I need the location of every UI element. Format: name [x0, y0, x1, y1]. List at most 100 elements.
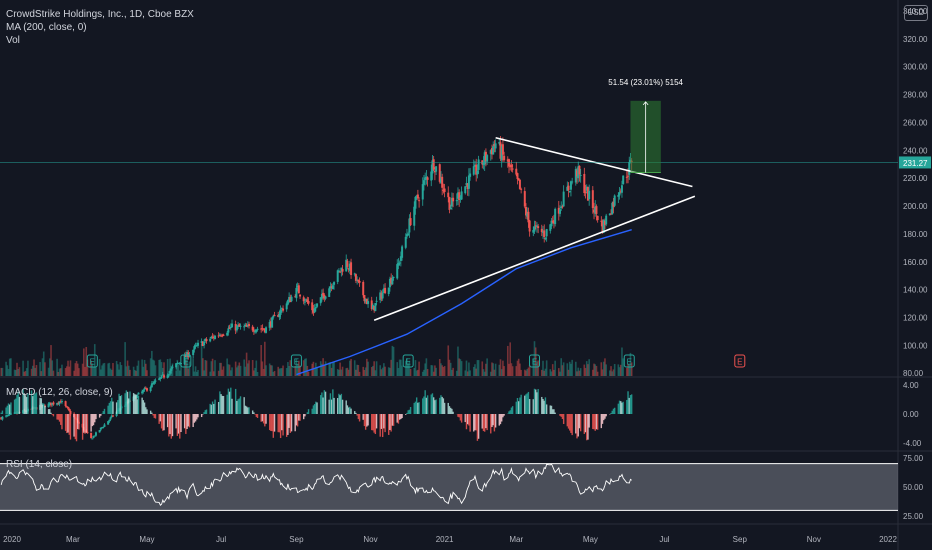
macd-histogram-bar: [466, 414, 469, 425]
macd-histogram-bar: [560, 414, 562, 417]
candle-body: [585, 186, 588, 191]
volume-bar: [346, 367, 349, 376]
macd-histogram-bar: [357, 414, 360, 420]
macd-histogram-bar: [15, 398, 17, 414]
volume-bar: [294, 365, 296, 376]
macd-histogram-bar: [481, 414, 483, 429]
currency-button[interactable]: USD: [904, 5, 928, 21]
candle-body: [282, 308, 285, 311]
volume-bar: [619, 364, 622, 376]
earnings-marker-text: E: [183, 358, 188, 367]
volume-bar: [576, 371, 578, 376]
candle-body: [381, 292, 384, 299]
candle-body: [422, 180, 425, 185]
macd-label[interactable]: MACD (12, 26, close, 9): [6, 387, 113, 398]
macd-histogram-bar: [417, 402, 419, 414]
candle-body: [388, 278, 391, 288]
price-tick-label: 340.00: [903, 7, 928, 16]
candle-body: [203, 341, 206, 346]
volume-bar: [125, 366, 128, 376]
macd-histogram-bar: [74, 414, 77, 440]
volume-bar: [185, 360, 187, 376]
volume-bar: [255, 360, 258, 376]
rsi-label[interactable]: RSI (14, close): [6, 459, 73, 470]
volume-bar: [618, 367, 621, 376]
macd-histogram-bar: [577, 414, 579, 437]
macd-histogram-bar: [312, 405, 315, 414]
volume-bar: [50, 345, 52, 376]
macd-histogram-bar: [205, 409, 208, 414]
volume-bar: [329, 362, 332, 376]
macd-histogram-bar: [10, 402, 12, 414]
symbol-title[interactable]: CrowdStrike Holdings, Inc., 1D, Cboe BZX: [6, 9, 194, 20]
macd-histogram-bar: [483, 414, 486, 432]
macd-histogram-bar: [578, 414, 581, 429]
rsi-band: [0, 463, 898, 511]
volume-bar: [516, 360, 519, 376]
macd-histogram-bar: [236, 400, 238, 414]
candle-body: [447, 192, 450, 198]
candle-body: [262, 328, 265, 330]
candle-body: [489, 150, 492, 154]
candle-body: [356, 279, 359, 281]
volume-bar: [91, 363, 94, 376]
volume-bar: [210, 361, 213, 376]
candle-body: [373, 306, 376, 311]
macd-histogram-bar: [485, 414, 487, 429]
volume-bar: [472, 366, 475, 376]
candle-body: [583, 173, 586, 194]
ma-legend-label[interactable]: MA (200, close, 0): [6, 22, 87, 33]
volume-bar: [33, 359, 35, 376]
macd-histogram-bar: [16, 394, 18, 414]
macd-histogram-bar: [510, 407, 513, 414]
macd-histogram-bar: [537, 389, 539, 414]
volume-bar: [357, 365, 360, 376]
macd-histogram-bar: [600, 414, 603, 429]
volume-bar: [622, 358, 624, 376]
macd-histogram-bar: [464, 414, 466, 423]
volume-bar: [47, 367, 50, 376]
macd-histogram-bar: [128, 398, 130, 414]
candle-body: [340, 267, 343, 272]
macd-histogram-bar: [100, 414, 102, 416]
candle-body: [619, 190, 622, 192]
price-target-label: 51.54 (23.01%) 5154: [608, 78, 683, 87]
candle-body: [551, 220, 554, 223]
candle-body: [545, 229, 548, 237]
volume-bar: [363, 369, 366, 376]
macd-histogram-bar: [322, 397, 324, 414]
macd-histogram-bar: [265, 414, 267, 424]
macd-histogram-bar: [550, 405, 553, 414]
macd-histogram-bar: [86, 414, 89, 434]
macd-histogram-bar: [298, 414, 300, 421]
macd-histogram-bar: [405, 414, 407, 415]
candle-body: [475, 164, 478, 175]
volume-bar: [440, 363, 442, 376]
macd-legend: MACD (12, 26, close, 9): [6, 386, 113, 399]
volume-bar: [330, 367, 333, 376]
macd-histogram-bar: [296, 414, 299, 427]
macd-histogram-bar: [52, 414, 55, 417]
macd-histogram-bar: [571, 414, 573, 436]
candle-body: [591, 190, 594, 209]
candle-body: [161, 374, 164, 376]
candle-body: [68, 408, 71, 411]
volume-bar: [69, 360, 72, 376]
volume-bar: [441, 365, 443, 376]
volume-bar: [553, 369, 555, 376]
volume-bar: [211, 358, 214, 376]
candle-body: [278, 313, 281, 318]
macd-histogram-bar: [211, 401, 214, 414]
volume-bar: [404, 360, 407, 376]
macd-histogram-bar: [569, 414, 571, 431]
macd-histogram-bar: [328, 399, 330, 414]
macd-histogram-bar: [406, 412, 408, 414]
candle-body: [261, 328, 264, 330]
candle-body: [391, 278, 394, 285]
candle-body: [518, 179, 521, 189]
vol-legend-label[interactable]: Vol: [6, 35, 20, 46]
macd-histogram-bar: [227, 388, 230, 414]
volume-bar: [307, 371, 310, 376]
macd-histogram-bar: [333, 397, 335, 414]
